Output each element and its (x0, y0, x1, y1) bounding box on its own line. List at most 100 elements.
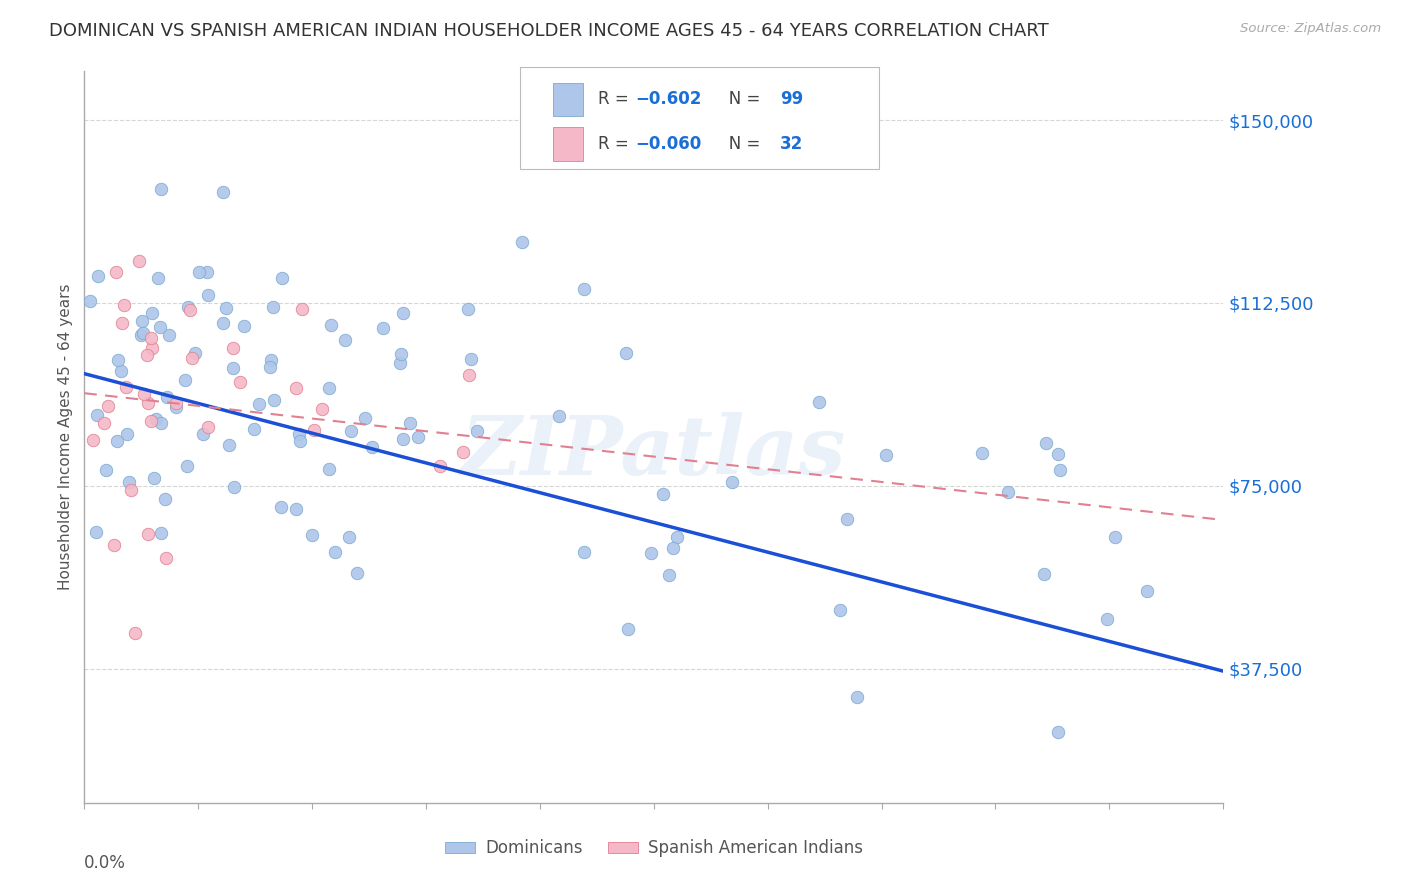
Point (115, 427, 138, 442)
Point (96, 463, 118, 477)
Point (112, 298, 135, 312)
Point (141, 305, 163, 319)
Point (460, 351, 482, 366)
Point (651, 487, 673, 501)
Point (150, 416, 173, 430)
Point (263, 392, 285, 407)
Point (323, 545, 346, 559)
Point (243, 422, 266, 436)
Text: 99: 99 (780, 90, 804, 109)
Point (222, 480, 245, 494)
Point (211, 316, 233, 330)
Point (131, 314, 153, 328)
Point (218, 438, 240, 452)
Point (662, 541, 685, 555)
Point (353, 411, 375, 425)
Point (146, 271, 169, 285)
Point (105, 434, 128, 449)
Point (132, 387, 155, 401)
Point (406, 429, 429, 443)
Point (388, 356, 411, 370)
Point (232, 318, 254, 333)
Point (86, 408, 108, 422)
Point (311, 402, 333, 417)
Point (837, 512, 859, 526)
Point (193, 426, 215, 441)
Point (270, 500, 292, 515)
Point (111, 316, 134, 330)
Point (429, 459, 451, 474)
Point (340, 424, 363, 438)
Text: DOMINICAN VS SPANISH AMERICAN INDIAN HOUSEHOLDER INCOME AGES 45 - 64 YEARS CORRE: DOMINICAN VS SPANISH AMERICAN INDIAN HOU… (49, 22, 1049, 40)
Point (132, 326, 155, 340)
Point (807, 395, 830, 409)
Point (301, 527, 323, 541)
Point (143, 470, 166, 484)
Point (572, 282, 595, 296)
Point (617, 623, 640, 637)
Point (548, 409, 571, 424)
Point (285, 502, 308, 516)
Point (658, 568, 681, 582)
Point (165, 396, 187, 410)
Point (197, 288, 219, 302)
Point (176, 459, 198, 474)
Point (1035, 435, 1057, 450)
Point (141, 342, 163, 356)
Point (392, 306, 415, 320)
Point (115, 379, 138, 393)
Point (187, 264, 209, 278)
Point (1049, 463, 1071, 477)
Point (150, 526, 173, 541)
Point (103, 538, 125, 552)
Point (139, 414, 162, 428)
Point (335, 333, 357, 347)
Point (392, 432, 415, 446)
Y-axis label: Householder Income Ages 45 - 64 years: Householder Income Ages 45 - 64 years (58, 284, 73, 591)
Point (104, 264, 127, 278)
Point (318, 462, 340, 476)
Point (110, 363, 132, 377)
Point (97, 400, 120, 414)
Point (136, 395, 159, 409)
Text: −0.060: −0.060 (636, 136, 702, 153)
Point (318, 381, 340, 395)
Point (291, 302, 314, 317)
Point (128, 254, 150, 268)
Point (157, 328, 180, 343)
Point (1104, 530, 1126, 544)
Point (1033, 567, 1056, 582)
Point (614, 345, 637, 359)
Point (181, 351, 204, 365)
Text: ZIPatlas: ZIPatlas (461, 412, 846, 491)
Legend: Dominicans, Spanish American Indians: Dominicans, Spanish American Indians (439, 832, 869, 864)
Point (1097, 612, 1119, 626)
Text: −0.602: −0.602 (636, 90, 702, 109)
Point (197, 420, 219, 434)
Point (458, 368, 481, 383)
Point (510, 235, 533, 249)
Point (288, 434, 311, 448)
Point (93, 417, 115, 431)
Point (321, 318, 343, 332)
Point (107, 352, 129, 367)
Point (139, 331, 162, 345)
Point (222, 361, 245, 376)
Point (79, 293, 101, 308)
Point (259, 360, 281, 375)
Point (155, 550, 177, 565)
Point (149, 182, 172, 196)
Point (86, 269, 108, 284)
Point (120, 483, 142, 498)
Point (389, 346, 412, 360)
Point (288, 427, 311, 442)
Point (875, 448, 897, 462)
Point (997, 484, 1019, 499)
Point (215, 301, 238, 316)
Text: N =: N = (713, 136, 765, 153)
Text: R =: R = (598, 90, 634, 109)
Point (82, 433, 104, 447)
Point (337, 530, 360, 544)
Point (247, 397, 270, 411)
Point (1046, 447, 1069, 461)
